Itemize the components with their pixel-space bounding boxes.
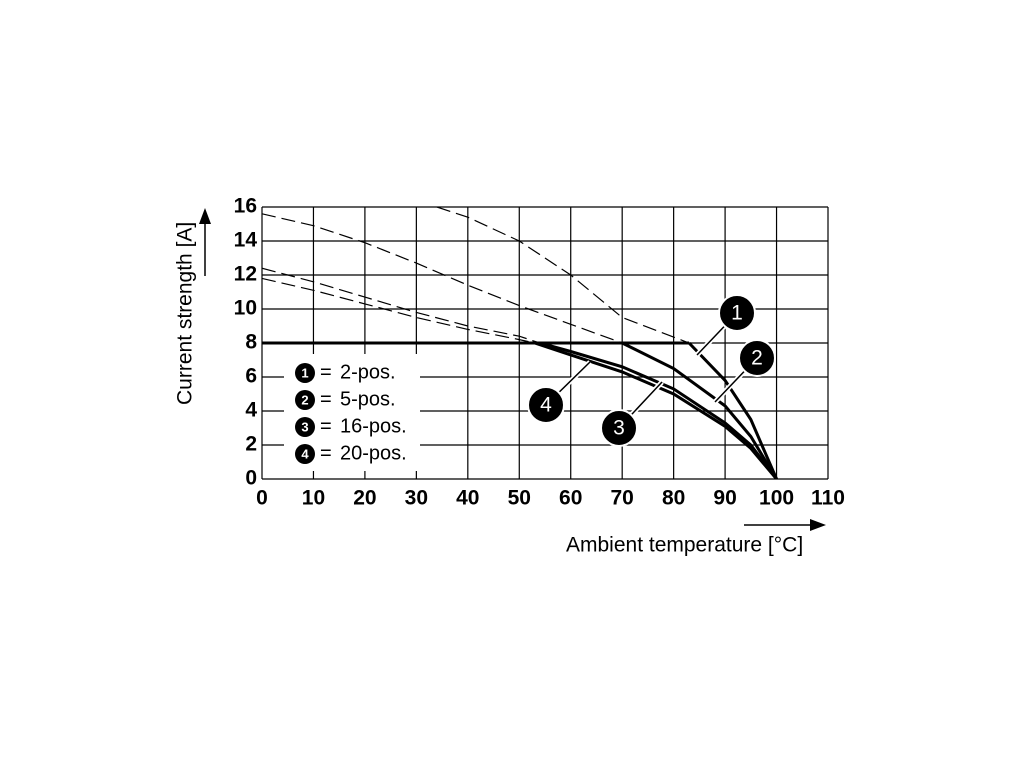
legend-label: 20-pos. [340, 442, 407, 464]
legend-number: 2 [301, 392, 308, 407]
callout-number: 1 [731, 302, 743, 325]
derating-curve-dashed [262, 267, 541, 344]
callout-circle [738, 339, 776, 377]
callout-circle [600, 409, 638, 447]
derating-curve [534, 341, 778, 479]
callout-circle [527, 386, 565, 424]
y-tick-label: 10 [234, 297, 257, 320]
legend-separator: = [320, 388, 332, 410]
legend-label: 5-pos. [340, 388, 396, 410]
legend-number: 1 [301, 365, 308, 380]
derating-curve [687, 341, 778, 479]
y-arrow-head [199, 208, 211, 224]
legend: 1 = 2-pos. 2 = 5-pos. 3 = 16-pos. 4 = 20-pos. [295, 361, 407, 464]
y-tick-label: 4 [245, 399, 257, 422]
y-axis-label: Current strength [A] [174, 222, 197, 405]
legend-number: 4 [301, 446, 309, 461]
x-tick-label: 90 [713, 487, 736, 510]
legend-marker [295, 363, 315, 383]
x-tick-label: 60 [559, 487, 582, 510]
x-tick-label: 80 [662, 487, 685, 510]
x-axis-label: Ambient temperature [°C] [566, 534, 803, 557]
legend-number: 3 [301, 419, 308, 434]
legend-separator: = [320, 361, 332, 383]
y-tick-label: 14 [234, 229, 258, 252]
x-arrow-head [810, 519, 826, 531]
callouts: 12 3 4 [527, 294, 776, 447]
y-tick-label: 12 [234, 263, 257, 286]
legend-marker [295, 444, 315, 464]
derating-curve [621, 341, 778, 479]
legend-marker [295, 390, 315, 410]
callout-circle [718, 294, 756, 332]
legend-label: 2-pos. [340, 361, 396, 383]
x-tick-label: 110 [811, 487, 845, 510]
legend-label: 16-pos. [340, 415, 407, 437]
derating-curve-dashed [262, 213, 623, 344]
derating-curve-dashed [436, 207, 690, 344]
x-tick-label: 30 [405, 487, 428, 510]
x-tick-label: 0 [256, 487, 268, 510]
callout-number: 2 [751, 347, 763, 370]
legend-marker [295, 417, 315, 437]
x-tick-label: 50 [508, 487, 531, 510]
derating-curve [539, 341, 778, 479]
y-tick-label: 2 [245, 433, 257, 456]
x-tick-label: 70 [611, 487, 634, 510]
callout-number: 4 [540, 394, 552, 417]
x-tick-label: 100 [759, 487, 794, 510]
legend-separator: = [320, 415, 332, 437]
legend-separator: = [320, 442, 332, 464]
x-tick-label: 20 [353, 487, 376, 510]
x-tick-label: 10 [302, 487, 325, 510]
plot-lines [262, 207, 778, 479]
y-tick-label: 0 [245, 467, 257, 490]
callout-number: 3 [613, 417, 625, 440]
y-tick-label: 16 [234, 195, 257, 218]
x-tick-label: 40 [456, 487, 479, 510]
y-tick-label: 6 [245, 365, 257, 388]
derating-curve-dashed [262, 277, 535, 344]
y-tick-label: 8 [245, 331, 257, 354]
